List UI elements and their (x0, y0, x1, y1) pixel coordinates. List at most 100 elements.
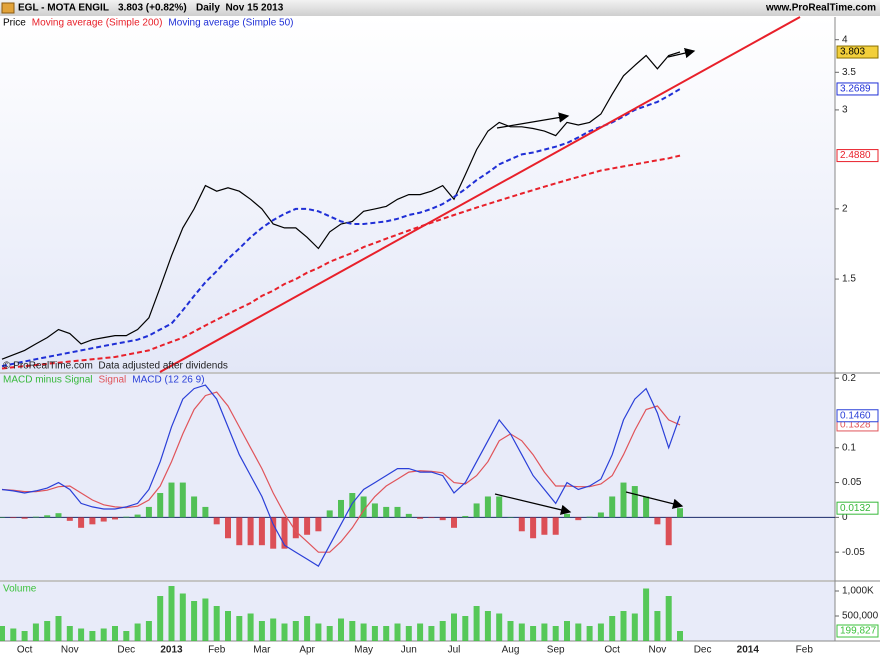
legend-entry: Signal (98, 375, 126, 386)
arrow (496, 112, 570, 129)
bar (496, 613, 503, 641)
y-tick-label: 1,000K (842, 586, 874, 597)
value-box (836, 409, 879, 423)
x-tick-label: Sep (547, 645, 565, 656)
y-tick-label: 1.5 (842, 274, 856, 285)
bar (270, 517, 277, 549)
bar (518, 517, 525, 532)
bar (145, 506, 152, 518)
x-tick-label: Feb (208, 645, 226, 656)
bar (349, 621, 356, 641)
bar (236, 616, 243, 641)
bar (270, 618, 277, 641)
bar (631, 486, 638, 518)
bar (654, 517, 661, 525)
value-box-label: 3.803 (840, 47, 865, 58)
bar (66, 517, 73, 521)
bar (292, 621, 299, 641)
bar (620, 482, 627, 518)
bar (66, 626, 73, 641)
bar (417, 623, 424, 641)
value-box-label: 2.4880 (840, 150, 871, 161)
bar (643, 588, 650, 641)
bar (326, 626, 333, 641)
bar (507, 517, 514, 518)
bar (281, 517, 288, 549)
bar (258, 621, 265, 641)
bar (258, 517, 265, 546)
y-tick-label: -0.05 (842, 547, 865, 558)
bar (439, 621, 446, 641)
value-box-label: 199,827 (840, 626, 877, 637)
bar (564, 621, 570, 641)
y-tick-label: 0 (842, 512, 848, 523)
arrow (494, 493, 572, 515)
bar (202, 506, 209, 518)
bar (541, 623, 548, 641)
macd-panel (0, 374, 835, 580)
bar (631, 613, 638, 641)
bar (665, 517, 672, 546)
bar (360, 496, 367, 518)
value-box-label: 0.1328 (840, 420, 871, 431)
bar (609, 616, 616, 641)
value-box-label: 0.1460 (840, 410, 871, 421)
bar (428, 626, 435, 641)
x-tick-label: Oct (604, 645, 620, 656)
bar (89, 517, 96, 525)
bar (451, 613, 457, 641)
bar (473, 606, 480, 641)
bar (247, 613, 254, 641)
bar (360, 623, 367, 641)
bar (383, 506, 390, 518)
value-box-label: 3.2689 (840, 84, 871, 95)
x-tick-label: Mar (253, 645, 271, 656)
bar (10, 517, 17, 519)
bar (304, 616, 311, 641)
bar (586, 516, 593, 518)
bar (145, 621, 152, 641)
bar (134, 514, 141, 518)
bar (315, 517, 322, 532)
y-tick-label: 0.1 (842, 442, 856, 453)
bar (44, 515, 51, 518)
x-tick-label: Oct (17, 645, 33, 656)
header-period: Daily Nov 15 2013 (196, 3, 284, 14)
bar (247, 517, 254, 546)
bar (213, 606, 220, 641)
bar (541, 517, 548, 535)
bar (484, 611, 491, 641)
x-tick-label: Nov (649, 645, 667, 656)
y-tick-label: 500,000 (842, 611, 879, 622)
x-tick-label: May (354, 645, 373, 656)
bar (157, 493, 164, 518)
legend-entry: Moving average (Simple 50) (168, 18, 293, 29)
bar (21, 517, 28, 519)
x-tick-label: 2013 (160, 645, 183, 656)
legend-entry: Moving average (Simple 200) (32, 18, 163, 29)
bar (236, 517, 243, 546)
bar (428, 517, 435, 519)
bar (575, 517, 582, 521)
arrow (667, 47, 696, 59)
trend-line (159, 16, 801, 373)
bar (609, 496, 616, 518)
bar (484, 496, 491, 518)
bar (507, 621, 514, 641)
bar (179, 482, 186, 518)
y-tick-label: 4 (842, 34, 848, 45)
bar (462, 515, 469, 518)
value-box (836, 149, 879, 163)
bar (654, 611, 661, 641)
x-tick-label: Aug (502, 645, 520, 656)
bar (44, 621, 51, 641)
bar (157, 596, 164, 641)
bar (575, 623, 582, 641)
bar (202, 598, 209, 641)
bar (530, 517, 537, 539)
bar (518, 623, 525, 641)
value-box (836, 45, 879, 59)
bar (586, 626, 593, 641)
bar (496, 496, 503, 518)
